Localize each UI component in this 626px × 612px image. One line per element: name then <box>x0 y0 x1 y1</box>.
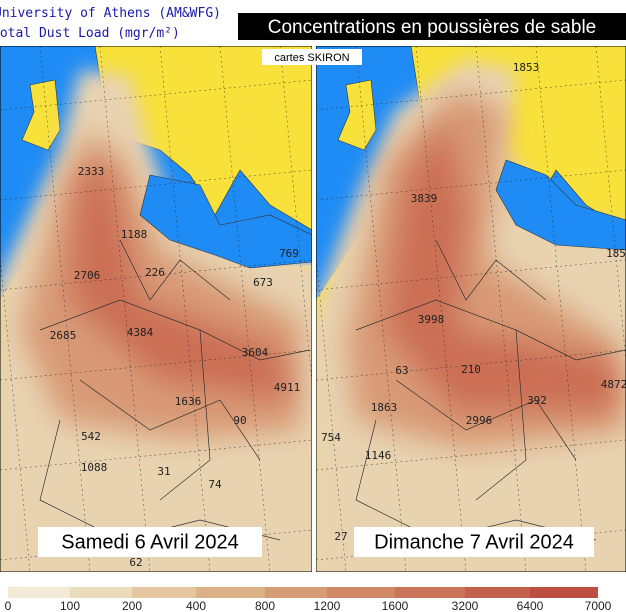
sea-atlantic <box>0 46 20 240</box>
dust-value-label: 4872 <box>601 378 626 391</box>
credit-box <box>262 49 362 65</box>
dust-value-label: 63 <box>395 364 408 377</box>
dust-value-label: 1146 <box>365 449 392 462</box>
country-border <box>79 379 261 461</box>
dust-value-label: 2996 <box>466 414 493 427</box>
legend-swatch <box>196 587 265 598</box>
legend-label: 400 <box>186 599 206 612</box>
graticule <box>0 349 312 381</box>
legend-label: 7000 <box>585 599 612 612</box>
legend-swatch <box>132 587 196 598</box>
legend-swatch <box>395 587 465 598</box>
sea-mediterranean <box>139 174 312 269</box>
dust-core <box>386 120 616 410</box>
legend-swatch <box>70 587 132 598</box>
caption-box <box>354 527 594 557</box>
graticule <box>0 169 312 201</box>
legend-label: 800 <box>255 599 275 612</box>
dust-value-label: 2333 <box>78 165 105 178</box>
map-panel: 1853 3839 185 3998 63 210 4872 1863 2996 392 754 11… <box>316 46 626 572</box>
dust-core <box>70 170 290 400</box>
dust-value-label: 673 <box>253 276 273 289</box>
dust-value-label: 1188 <box>121 228 148 241</box>
dust-value-label: 769 <box>279 247 299 260</box>
legend-swatch <box>327 587 395 598</box>
graticule <box>415 46 467 572</box>
legend-label: 6400 <box>517 599 544 612</box>
legend-label: 0 <box>5 599 12 612</box>
graticule <box>316 259 626 291</box>
dust-value-label: 226 <box>145 266 165 279</box>
legend-label: 100 <box>60 599 80 612</box>
dust-value-label: 27 <box>334 530 347 543</box>
dust-value-label: 3998 <box>418 313 445 326</box>
graticule <box>0 254 31 572</box>
graticule <box>159 46 211 572</box>
graticule <box>355 46 407 572</box>
legend-swatch <box>530 587 598 598</box>
land-uk <box>21 79 61 151</box>
title: Concentrations en poussières de sable <box>268 17 596 38</box>
country-border <box>119 239 231 301</box>
dust-value-label: 31 <box>157 465 170 478</box>
dust-value-label: 3839 <box>411 192 438 205</box>
graticule <box>316 349 626 381</box>
graticule <box>535 46 587 572</box>
sea-mediterranean <box>495 159 626 251</box>
dust-value-label: 2706 <box>74 269 101 282</box>
variable: Total Dust Load (mgr/m²) <box>0 26 180 41</box>
land-uk <box>337 79 377 151</box>
credit: cartes SKIRON <box>274 52 349 64</box>
dust-value-label: 210 <box>461 363 481 376</box>
title-box <box>238 13 626 40</box>
graticule <box>0 79 312 111</box>
dust-value-label: 754 <box>321 431 341 444</box>
sea-atlantic <box>316 46 336 240</box>
dust-value-label: 4911 <box>274 381 301 394</box>
dust-value-label: 542 <box>81 430 101 443</box>
legend-label: 200 <box>122 599 142 612</box>
dust-value-label: 2685 <box>50 329 77 342</box>
dust-value-label: 1853 <box>513 61 540 74</box>
dust-value-label: 62 <box>129 556 142 569</box>
graticule <box>99 46 151 572</box>
dust-value-label: 3604 <box>242 346 269 359</box>
dust-value-label: 74 <box>208 478 222 491</box>
legend-swatch <box>265 587 327 598</box>
graticule <box>475 46 527 572</box>
graticule <box>0 259 312 291</box>
country-border <box>475 329 527 501</box>
graticule <box>316 169 626 201</box>
graticule <box>0 439 312 471</box>
dust-value-label: 4384 <box>127 326 154 339</box>
dust-value-label: 1863 <box>371 401 398 414</box>
graticule <box>316 439 626 471</box>
graticule <box>316 79 626 111</box>
country-border <box>395 379 577 461</box>
dust-value-label: 392 <box>527 394 547 407</box>
dust-value-label: 90 <box>233 414 246 427</box>
country-border <box>159 329 211 501</box>
dust-value-label: 1636 <box>175 395 202 408</box>
graticule <box>39 46 91 572</box>
graticule <box>316 254 347 572</box>
legend-swatch <box>465 587 530 598</box>
legend-label: 1200 <box>314 599 341 612</box>
legend-label: 1600 <box>382 599 409 612</box>
dust-value-label: 185 <box>606 247 626 260</box>
legend-label: 3200 <box>452 599 479 612</box>
institution: University of Athens (AM&WFG) <box>0 6 221 21</box>
caption-box <box>38 527 262 557</box>
caption: Samedi 6 Avril 2024 <box>61 531 239 553</box>
map-panel: 2333 1188 2706 226 769 673 2685 4384 3604 4911 163… <box>0 46 312 572</box>
legend-swatch <box>8 587 70 598</box>
graticule <box>219 46 271 572</box>
dust-value-label: 1088 <box>81 461 108 474</box>
country-border <box>435 239 547 301</box>
caption: Dimanche 7 Avril 2024 <box>374 531 574 553</box>
